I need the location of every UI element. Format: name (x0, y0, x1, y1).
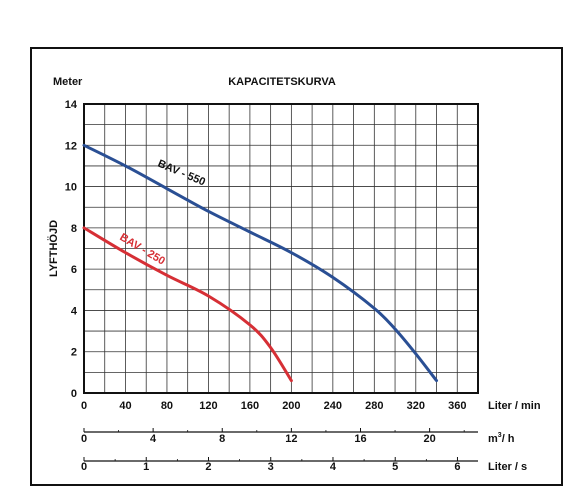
x-tick-label: 120 (199, 400, 217, 412)
chart-frame: BAV - 550 BAV - 250 0 2 4 6 8 10 12 14 0 40 80 120 1… (30, 47, 563, 486)
x-tick-label: 160 (241, 400, 259, 412)
x-unit-label: Liter / min (488, 400, 541, 412)
x-tick-label: 2 (205, 461, 211, 473)
y-tick-label: 12 (65, 140, 77, 152)
x-tick-label: 240 (324, 400, 342, 412)
x-tick-label: 320 (407, 400, 425, 412)
series-line-bav-250 (82, 226, 293, 383)
series-line-bav-550 (82, 143, 439, 383)
y-tick-label: 4 (71, 305, 78, 317)
x-tick-label: 0 (81, 400, 87, 412)
x-tick-label: 4 (150, 433, 157, 445)
y-axis-label: LYFTHÖJD (47, 220, 60, 277)
x-tick-label: 12 (285, 433, 297, 445)
chart-labels: KAPACITETSKURVA Meter LYFTHÖJD (47, 76, 336, 277)
y-tick-label: 6 (71, 264, 77, 276)
y-unit-label: Meter (53, 76, 83, 88)
y-axis: 0 2 4 6 8 10 12 14 (65, 99, 78, 400)
x-tick-label: 16 (354, 433, 366, 445)
x-tick-label: 360 (448, 400, 466, 412)
x-tick-label: 20 (423, 433, 435, 445)
x-tick-label: 80 (161, 400, 173, 412)
y-tick-label: 8 (71, 223, 77, 235)
y-tick-label: 14 (65, 99, 78, 111)
x-unit-label: m3/ h (488, 432, 515, 445)
x-tick-label: 40 (119, 400, 131, 412)
y-tick-label: 0 (71, 388, 77, 400)
x-tick-label: 280 (365, 400, 383, 412)
chart-title: KAPACITETSKURVA (228, 76, 336, 88)
series-label: BAV - 550 (156, 158, 207, 189)
x-tick-label: 3 (268, 461, 274, 473)
x-tick-label: 200 (282, 400, 300, 412)
y-tick-label: 2 (71, 347, 77, 359)
x-tick-label: 4 (330, 461, 337, 473)
x-tick-label: 8 (219, 433, 225, 445)
x-unit-label: Liter / s (488, 461, 527, 473)
x-tick-label: 1 (143, 461, 149, 473)
x-tick-label: 0 (81, 433, 87, 445)
x-tick-label: 0 (81, 461, 87, 473)
x-tick-label: 6 (454, 461, 460, 473)
x-tick-label: 5 (392, 461, 398, 473)
y-tick-label: 10 (65, 182, 77, 194)
plot-border (83, 103, 479, 394)
